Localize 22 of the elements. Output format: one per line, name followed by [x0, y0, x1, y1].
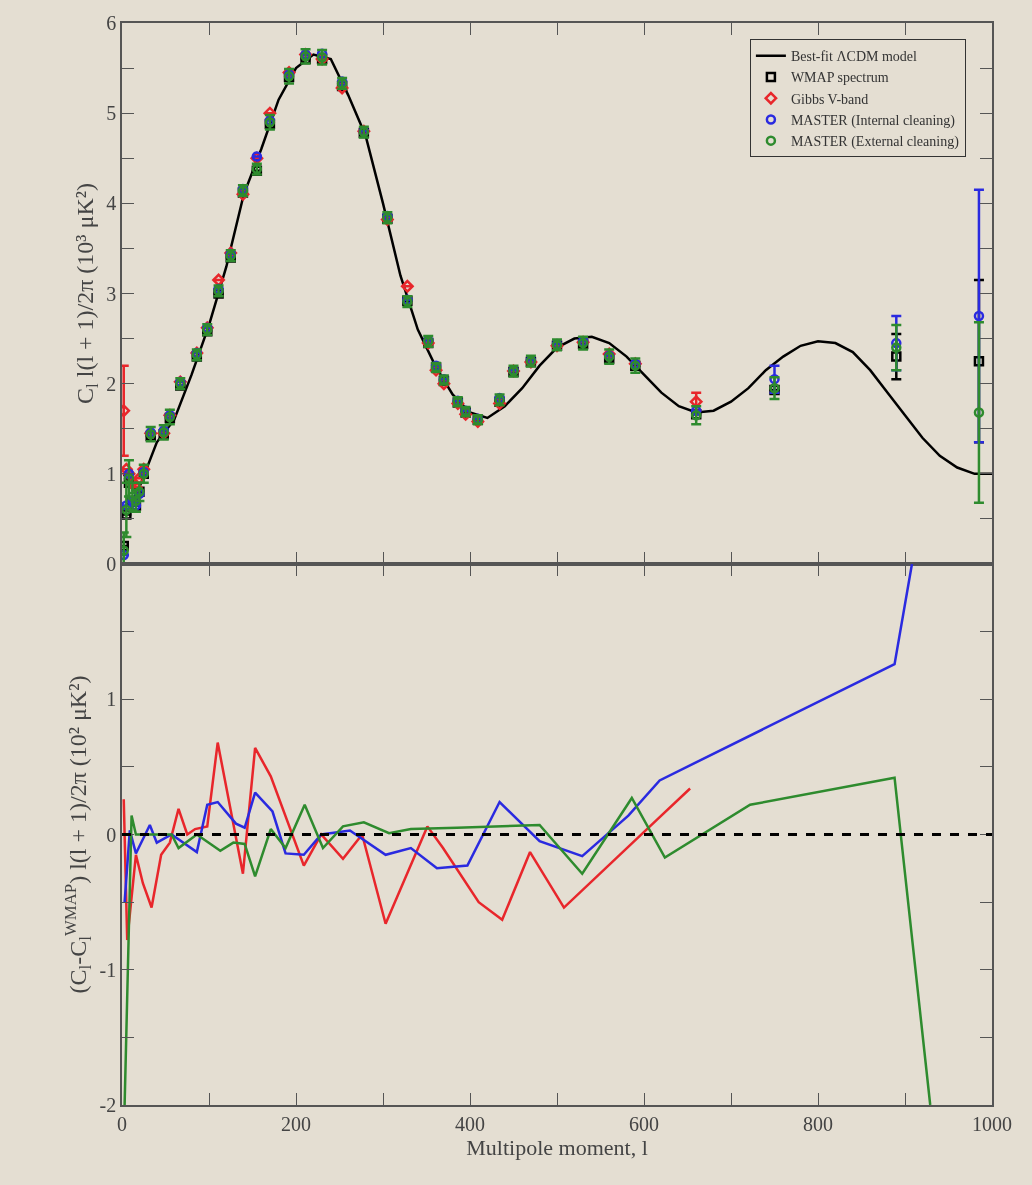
- y-tick-label: 0: [106, 823, 117, 846]
- legend-label: Best-fit ΛCDM model: [790, 49, 918, 65]
- y-tick-label: 6: [106, 12, 117, 34]
- x-tick-label: 600: [629, 1112, 659, 1135]
- legend-label: WMAP spectrum: [790, 70, 889, 86]
- y-tick-label: -1: [99, 958, 117, 981]
- y-tick-label: 0: [106, 553, 117, 575]
- x-axis-title: Multipole moment, l: [466, 1134, 648, 1160]
- y-tick-label: 2: [106, 372, 117, 395]
- x-tick-label: 1000: [972, 1112, 1012, 1135]
- y-tick-label: 1: [106, 462, 117, 485]
- x-tick-label: 200: [281, 1112, 311, 1135]
- y-tick-label: -2: [99, 1094, 117, 1116]
- x-tick-label: 800: [803, 1112, 833, 1135]
- y-tick-label: 1: [106, 688, 117, 711]
- legend-label: MASTER (Internal cleaning): [790, 112, 956, 129]
- y-tick-label: 4: [106, 192, 117, 215]
- x-tick-label: 400: [455, 1112, 485, 1135]
- y-tick-label: 3: [106, 282, 117, 305]
- y-tick-label: 5: [106, 102, 117, 125]
- legend-label: Gibbs V-band: [790, 91, 869, 107]
- legend-label: MASTER (External cleaning): [790, 134, 960, 151]
